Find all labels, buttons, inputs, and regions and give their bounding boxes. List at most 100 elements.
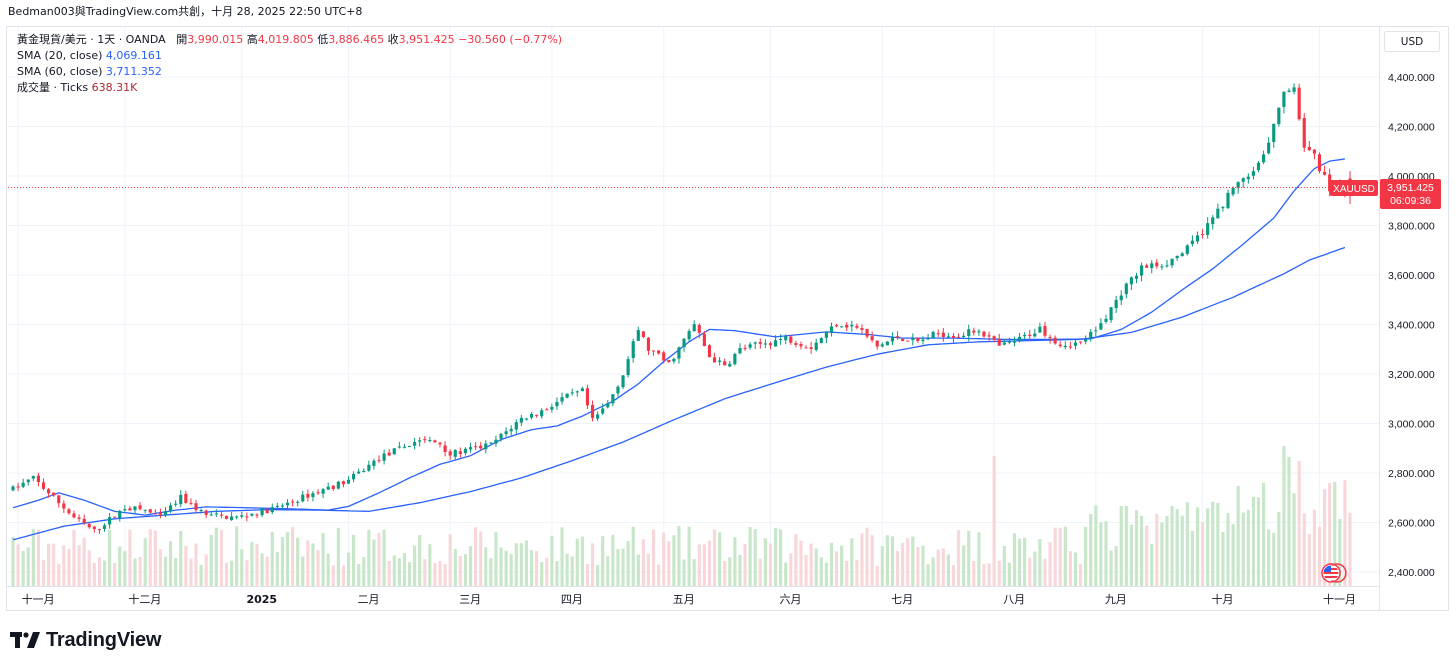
volume-bar — [1221, 531, 1225, 586]
candle-body — [834, 325, 839, 327]
volume-bar — [702, 544, 706, 586]
sma60-layer — [12, 246, 1346, 541]
volume-bar — [250, 541, 254, 586]
volume-bar — [113, 562, 117, 586]
volume-bar — [443, 564, 447, 586]
candle-body — [296, 501, 300, 503]
volume-bar — [992, 456, 996, 586]
candle — [545, 407, 549, 411]
candle — [1099, 318, 1103, 331]
volume-bar — [779, 529, 783, 586]
candle-body — [230, 516, 234, 521]
candle — [712, 352, 717, 363]
candle — [458, 447, 462, 458]
volume-bar — [901, 542, 905, 586]
candle-body — [784, 336, 788, 341]
candle — [743, 344, 747, 351]
candle — [275, 502, 279, 509]
us-flag-icon[interactable] — [1321, 563, 1347, 583]
volume-bar — [489, 558, 493, 586]
sma60-line — [12, 246, 1346, 541]
volume-bar — [1231, 523, 1235, 586]
candle — [194, 500, 198, 513]
candle — [209, 512, 213, 516]
volume-bar — [453, 548, 457, 586]
candle — [799, 341, 803, 350]
candle — [306, 489, 310, 502]
volume-bar — [555, 561, 559, 586]
candle-body — [621, 375, 625, 388]
legend-sma20-row[interactable]: SMA (20, close) 4,069.161 — [17, 48, 562, 64]
volume-bar — [133, 558, 137, 586]
candle — [529, 411, 534, 420]
volume-bar — [397, 558, 401, 586]
candle — [189, 498, 193, 506]
sma20-label: SMA (20, close) — [17, 49, 103, 62]
volume-bar — [240, 549, 244, 586]
volume-bar — [245, 559, 249, 586]
candle — [291, 499, 295, 507]
chart-legend: 黃金現貨/美元 · 1天 · OANDA 開3,990.015 高4,019.8… — [17, 32, 562, 96]
candle-body — [702, 333, 706, 347]
volume-bar — [52, 543, 56, 586]
volume-bar — [158, 549, 163, 586]
volume-bar — [153, 530, 157, 586]
volume-bar — [321, 533, 325, 586]
x-tick-label: 2025 — [246, 593, 277, 606]
legend-volume-row[interactable]: 成交量 · Ticks 638.31K — [17, 80, 562, 96]
candle — [163, 507, 168, 518]
candle-body — [41, 482, 46, 489]
volume-bar — [214, 527, 218, 586]
volume-bar — [1328, 483, 1332, 586]
candle — [697, 323, 701, 339]
candle — [758, 338, 762, 349]
candle — [1094, 326, 1098, 337]
volume-bar — [174, 558, 178, 586]
x-tick-label: 八月 — [1003, 593, 1025, 606]
tradingview-brand[interactable]: TradingView — [10, 628, 161, 652]
candle-body — [545, 409, 549, 411]
volume-bar — [519, 543, 523, 586]
candle — [118, 509, 122, 522]
volume-bar — [306, 540, 310, 586]
volume-bar — [352, 534, 356, 586]
volume-bar — [956, 530, 961, 586]
candle-body — [707, 345, 712, 358]
candle — [865, 328, 869, 339]
volume-bar — [621, 548, 625, 586]
candle-body — [102, 525, 107, 529]
volume-bar — [672, 535, 676, 586]
candle-body — [840, 326, 844, 328]
candle-body — [1078, 341, 1083, 343]
volume-bar — [580, 536, 584, 586]
y-tick-label: 3,600.000 — [1388, 270, 1435, 282]
candle-body — [57, 495, 61, 504]
x-tick-label: 六月 — [779, 593, 801, 606]
candle-body — [1226, 192, 1230, 209]
legend-sma60-row[interactable]: SMA (60, close) 3,711.352 — [17, 64, 562, 80]
candle — [407, 445, 412, 448]
candle — [448, 449, 452, 461]
volume-bar — [1033, 551, 1037, 586]
volume-bar — [474, 527, 478, 586]
candle-body — [570, 392, 574, 394]
candle-body — [346, 479, 351, 484]
candle-body — [280, 505, 285, 507]
volume-bar — [931, 557, 935, 586]
candle-body — [1139, 265, 1144, 276]
volume-bar — [1246, 509, 1250, 586]
volume-bar — [860, 533, 864, 586]
candle — [1012, 336, 1017, 347]
candle-body — [611, 394, 615, 404]
high-label: 高 — [246, 33, 258, 46]
candle — [906, 340, 910, 342]
candle-body — [1170, 258, 1174, 266]
open-label: 開 — [176, 33, 188, 46]
volume-bar — [16, 544, 20, 586]
volume-bar — [509, 554, 513, 586]
candle — [484, 440, 488, 454]
candle-body — [204, 510, 208, 515]
candle — [36, 472, 40, 487]
currency-button[interactable]: USD — [1384, 31, 1440, 52]
